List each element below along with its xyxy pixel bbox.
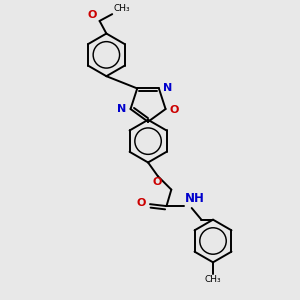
Text: O: O [87, 11, 97, 20]
Text: O: O [169, 105, 179, 115]
Text: O: O [137, 198, 146, 208]
Text: O: O [152, 177, 161, 187]
Text: N: N [117, 104, 127, 114]
Text: CH₃: CH₃ [113, 4, 130, 13]
Text: NH: NH [185, 192, 205, 205]
Text: CH₃: CH₃ [205, 275, 221, 284]
Text: N: N [163, 83, 172, 93]
